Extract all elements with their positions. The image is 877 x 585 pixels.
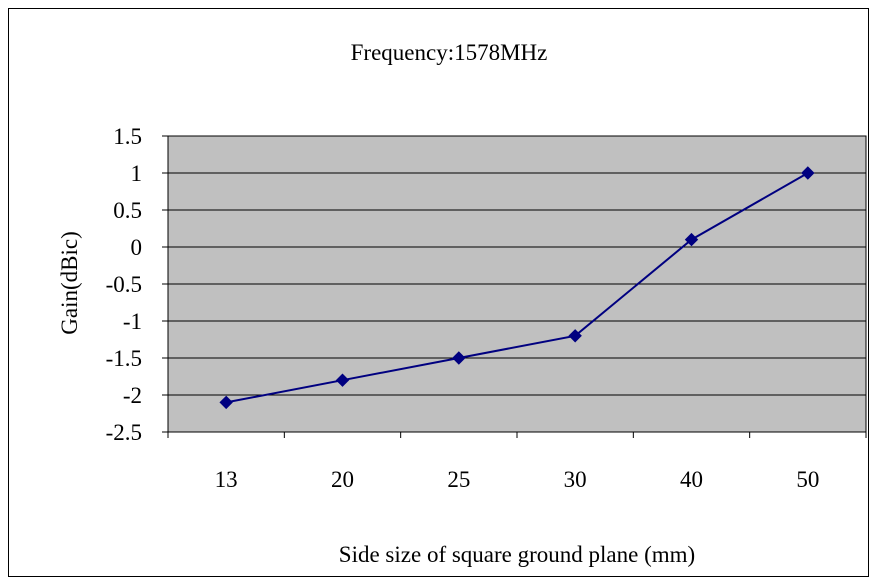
x-ticks (167, 432, 867, 438)
y-tick-label: -1.5 (106, 346, 142, 371)
series-line (225, 172, 809, 404)
y-tick-label: 0.5 (113, 198, 142, 223)
y-tick-label: -2.5 (106, 420, 142, 445)
data-point (452, 351, 466, 365)
data-point (801, 166, 815, 180)
x-tick-labels: 13 20 25 30 40 50 (215, 467, 820, 492)
y-tick-label: -0.5 (106, 272, 142, 297)
x-tick-label: 13 (215, 467, 238, 492)
y-tick-labels: 1.5 1 0.5 0 -0.5 -1 -1.5 -2 -2.5 (106, 124, 142, 445)
data-point (568, 329, 582, 343)
x-tick-label: 25 (447, 467, 470, 492)
data-point (684, 232, 699, 247)
x-tick-label: 50 (796, 467, 819, 492)
x-tick-label: 30 (564, 467, 587, 492)
data-point (219, 395, 233, 410)
y-axis-label: Gain(dBic) (57, 231, 82, 334)
y-tick-label: 0 (131, 235, 143, 260)
chart-title: Frequency:1578MHz (351, 40, 548, 65)
x-tick-label: 40 (680, 467, 703, 492)
x-tick-label: 20 (331, 467, 354, 492)
y-tick-label: 1 (131, 161, 143, 186)
y-tick-label: 1.5 (113, 124, 142, 149)
data-point (335, 373, 350, 387)
y-tick-label: -1 (123, 309, 142, 334)
y-tick-label: -2 (123, 383, 142, 408)
series (219, 166, 815, 410)
x-axis-label: Side size of square ground plane (mm) (339, 542, 695, 567)
